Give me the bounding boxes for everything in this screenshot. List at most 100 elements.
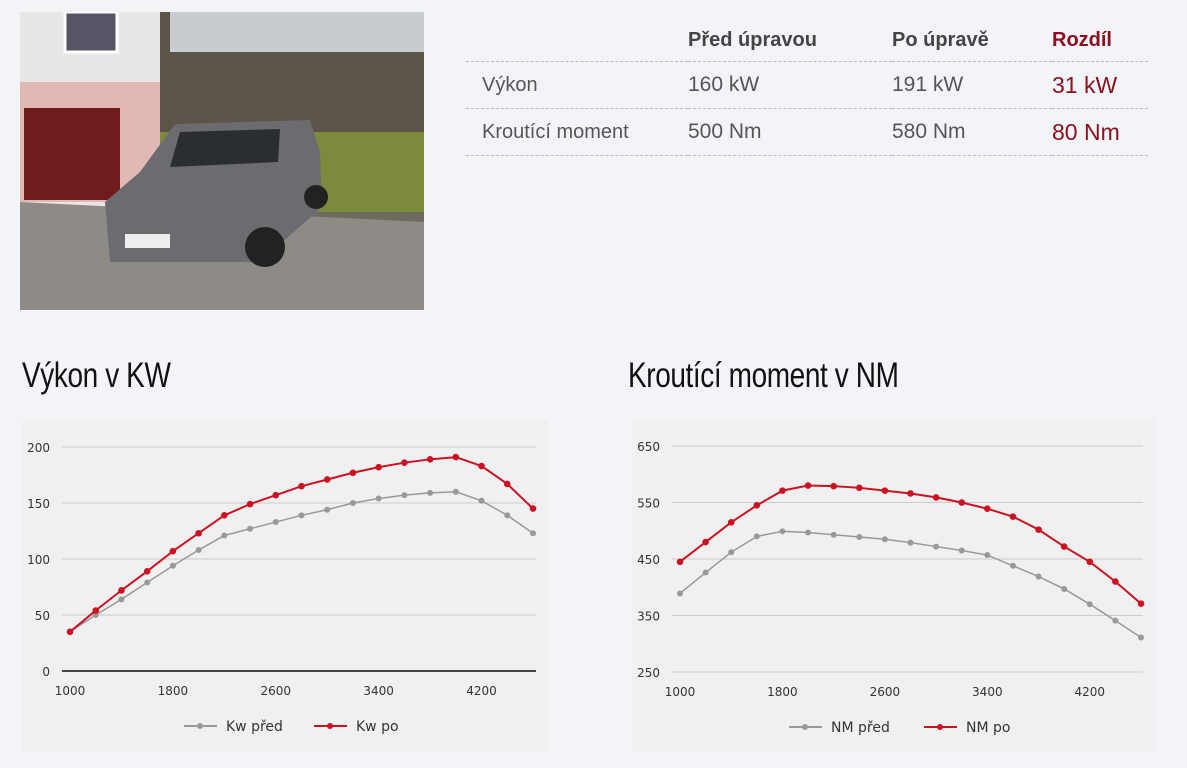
data-point <box>881 487 889 494</box>
data-point <box>1061 585 1068 592</box>
data-point <box>677 590 683 597</box>
data-point <box>1060 543 1068 550</box>
header-after: Po úpravě <box>892 29 989 51</box>
value-diff: 80 Nm <box>1052 108 1148 156</box>
data-point <box>143 568 151 575</box>
data-point <box>195 547 202 554</box>
data-point <box>933 543 940 550</box>
data-point <box>478 497 485 504</box>
y-tick-label: 150 <box>27 497 50 511</box>
data-point <box>66 628 74 636</box>
data-point <box>246 500 254 508</box>
data-point <box>247 525 254 532</box>
data-point <box>195 529 202 537</box>
data-point <box>1137 600 1145 607</box>
x-tick-label: 1800 <box>158 684 189 698</box>
data-point <box>349 469 357 477</box>
data-point <box>1138 634 1144 641</box>
data-point <box>804 482 812 489</box>
data-point <box>401 492 408 499</box>
data-point <box>426 456 434 463</box>
y-tick-label: 50 <box>35 609 50 623</box>
y-tick-label: 200 <box>27 441 50 455</box>
value-diff: 31 kW <box>1052 61 1148 109</box>
data-point <box>324 506 331 513</box>
data-point <box>92 607 100 614</box>
x-tick-label: 4200 <box>1075 685 1106 699</box>
legend-marker <box>937 724 943 730</box>
data-point <box>958 499 966 506</box>
data-point <box>144 579 151 586</box>
data-point <box>1009 513 1017 520</box>
y-tick-label: 550 <box>637 497 660 511</box>
data-point <box>855 484 863 492</box>
data-point <box>530 530 536 537</box>
legend-label: Kw po <box>356 719 399 735</box>
y-tick-label: 650 <box>637 440 660 454</box>
header-diff: Rozdíl <box>1052 29 1112 51</box>
legend-label: NM před <box>831 720 890 736</box>
y-tick-label: 0 <box>42 665 50 679</box>
data-point <box>452 488 459 495</box>
x-tick-label: 2600 <box>261 684 292 698</box>
data-point <box>323 476 331 483</box>
table-row: Kroutící moment 500 Nm 580 Nm 80 Nm <box>466 108 1148 156</box>
data-point <box>349 500 356 506</box>
data-point <box>401 459 408 466</box>
power-chart-title: Výkon v KW <box>22 356 171 395</box>
legend-marker <box>802 724 808 730</box>
legend-marker <box>197 723 203 729</box>
data-point <box>118 587 125 594</box>
data-point <box>1112 578 1119 585</box>
data-point <box>958 547 965 554</box>
data-point <box>1086 601 1093 608</box>
power-chart: 0 50 100 150 200 1000 1800 2600 3400 4200 Kw před K… <box>22 420 548 752</box>
value-after: 191 kW <box>892 61 1052 109</box>
data-point <box>504 512 511 519</box>
x-tick-label: 1800 <box>767 685 798 699</box>
data-point <box>881 536 888 543</box>
data-point <box>728 549 735 556</box>
value-after: 580 Nm <box>892 108 1052 156</box>
data-point <box>753 502 761 509</box>
y-tick-label: 100 <box>27 553 50 567</box>
torque-chart: 250 350 450 550 650 1000 1800 2600 3400 4200 NM př… <box>632 420 1155 752</box>
legend-marker <box>327 723 333 729</box>
data-point <box>169 562 176 569</box>
data-point <box>1086 558 1094 566</box>
data-point <box>1112 617 1119 624</box>
value-before: 160 kW <box>688 61 892 109</box>
y-tick-label: 250 <box>637 666 660 680</box>
data-point <box>221 532 228 539</box>
data-point <box>1035 526 1042 533</box>
data-point <box>856 533 863 540</box>
data-point <box>503 480 511 488</box>
data-point <box>805 529 812 536</box>
data-point <box>375 495 382 502</box>
row-label: Výkon <box>466 61 688 109</box>
data-point <box>779 487 786 494</box>
data-point <box>830 482 837 490</box>
torque-chart-title: Kroutící moment v NM <box>628 356 899 395</box>
data-point <box>298 482 305 490</box>
data-point <box>452 453 460 461</box>
data-point <box>221 512 228 519</box>
legend-label: Kw před <box>226 719 283 735</box>
data-point <box>907 539 914 546</box>
data-point <box>529 505 537 512</box>
spec-comparison-table: Před úpravou Po úpravě Rozdíl Výkon 160 … <box>466 20 1148 156</box>
legend-label: NM po <box>966 720 1010 736</box>
car-photo <box>20 12 424 310</box>
data-point <box>702 538 709 546</box>
data-point <box>676 558 684 566</box>
x-tick-label: 4200 <box>466 684 497 698</box>
row-label: Kroutící moment <box>466 108 688 156</box>
data-point <box>272 519 279 526</box>
data-point <box>984 505 991 513</box>
data-point <box>169 547 177 555</box>
x-tick-label: 2600 <box>870 685 901 699</box>
x-tick-label: 3400 <box>972 685 1003 699</box>
header-empty <box>466 20 688 62</box>
data-point <box>1009 562 1016 569</box>
header-before: Před úpravou <box>688 29 817 51</box>
